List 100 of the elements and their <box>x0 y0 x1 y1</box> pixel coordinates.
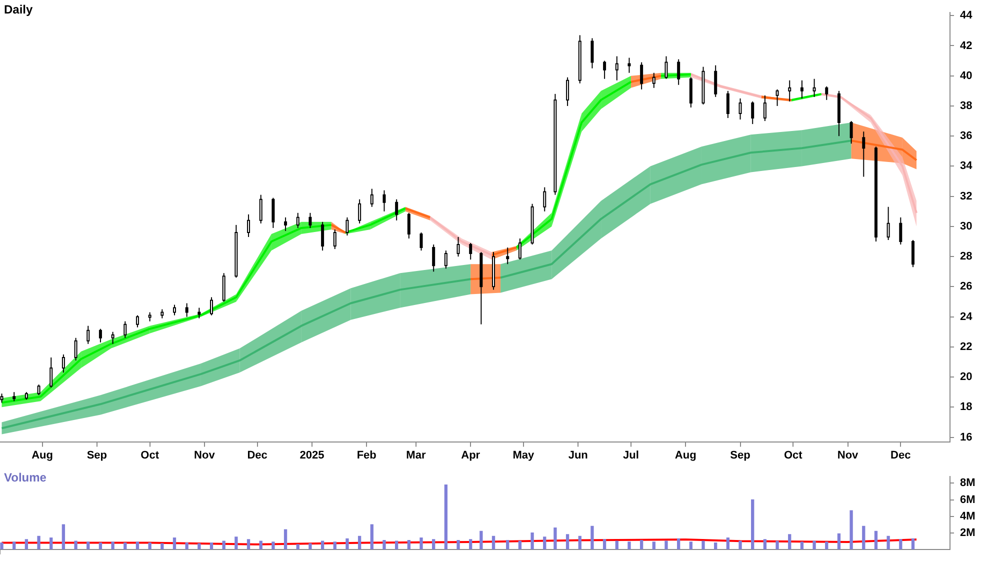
bar <box>246 539 250 550</box>
x-tick-label: Jul <box>623 449 639 462</box>
bar <box>763 539 767 550</box>
x-tick-label: Sep <box>730 449 751 462</box>
bar <box>652 542 656 550</box>
bar <box>420 537 423 550</box>
x-tick-label: Nov <box>194 449 216 462</box>
bar <box>296 544 300 550</box>
y-tick-label: 42 <box>960 40 972 52</box>
x-tick-label: Feb <box>356 449 377 462</box>
bar <box>738 540 742 550</box>
bar <box>543 536 546 550</box>
bar <box>333 542 336 550</box>
bar <box>62 524 66 550</box>
y-tick-label: 34 <box>960 160 974 172</box>
bar <box>899 539 902 550</box>
y-tick-label: 22 <box>960 340 972 353</box>
x-tick-label: Dec <box>890 449 911 462</box>
bar <box>136 542 140 550</box>
y-tick-label: 6M <box>960 494 976 506</box>
chart-title: Daily <box>4 2 34 16</box>
bar <box>862 526 866 550</box>
x-tick-label: Aug <box>674 449 696 462</box>
bar <box>702 540 705 550</box>
bar <box>492 536 496 550</box>
bar <box>886 536 890 550</box>
x-tick-label: Apr <box>461 449 481 462</box>
bar <box>74 540 78 550</box>
bar <box>825 542 828 550</box>
y-tick-label: 26 <box>960 280 972 293</box>
bar <box>358 536 362 550</box>
y-tick-label: 32 <box>960 190 972 202</box>
x-tick-label: Nov <box>837 449 860 462</box>
bar <box>234 536 238 550</box>
bar <box>911 538 915 550</box>
bar <box>640 540 644 550</box>
bar <box>689 542 692 550</box>
y-tick-label: 38 <box>960 100 972 112</box>
bar <box>602 539 606 550</box>
bar <box>382 540 386 550</box>
y-tick-label: 16 <box>960 431 972 444</box>
bar <box>506 540 510 550</box>
bar <box>432 539 436 550</box>
x-tick-label: Oct <box>784 449 803 462</box>
bar <box>86 542 90 550</box>
bar <box>628 542 631 550</box>
y-tick-label: 36 <box>960 130 972 142</box>
bar <box>566 534 570 550</box>
x-tick-label: Mar <box>406 449 426 462</box>
bar <box>370 524 374 550</box>
y-tick-label: 30 <box>960 220 972 232</box>
bar <box>837 533 841 550</box>
y-tick-label: 20 <box>960 371 972 384</box>
y-tick-label: 28 <box>960 250 972 263</box>
bar <box>590 526 594 550</box>
bar <box>172 537 176 550</box>
bar <box>148 542 152 550</box>
bar <box>812 540 816 550</box>
x-tick-label: 2025 <box>300 449 324 462</box>
bar <box>664 540 668 550</box>
bar <box>111 542 114 550</box>
bar <box>0 542 4 550</box>
y-tick-label: 8M <box>960 477 976 490</box>
bar <box>578 536 582 550</box>
bar <box>726 537 730 550</box>
bar <box>24 539 28 550</box>
x-tick-label: Oct <box>140 449 160 462</box>
bar <box>284 529 288 550</box>
bar <box>12 542 16 550</box>
bar <box>874 530 878 550</box>
x-tick-label: Aug <box>32 449 53 462</box>
bar <box>480 530 483 550</box>
bar <box>751 499 754 550</box>
bar <box>272 542 275 550</box>
y-tick-label: 24 <box>960 310 974 323</box>
x-tick-label: Jun <box>568 449 588 462</box>
y-tick-label: 2M <box>960 526 976 539</box>
y-tick-label: 40 <box>960 70 972 82</box>
bar <box>308 543 312 550</box>
y-tick-label: 18 <box>960 401 972 414</box>
bar <box>788 534 792 550</box>
bar <box>776 540 779 550</box>
y-tick-label: 4M <box>960 510 976 522</box>
bar <box>444 484 448 550</box>
y-tick-label: 44 <box>960 10 974 22</box>
bar <box>50 537 53 550</box>
x-tick-label: Dec <box>247 449 268 462</box>
bar <box>185 542 188 550</box>
bar <box>407 540 410 550</box>
bar <box>346 538 349 550</box>
bar <box>800 542 804 550</box>
bar <box>469 539 472 550</box>
bar <box>530 532 534 550</box>
x-tick-label: Sep <box>86 449 108 462</box>
bar <box>456 540 460 550</box>
bar <box>554 528 557 550</box>
bar <box>850 510 853 550</box>
bar <box>37 536 40 550</box>
x-tick-label: May <box>512 449 536 462</box>
bar <box>676 538 680 550</box>
